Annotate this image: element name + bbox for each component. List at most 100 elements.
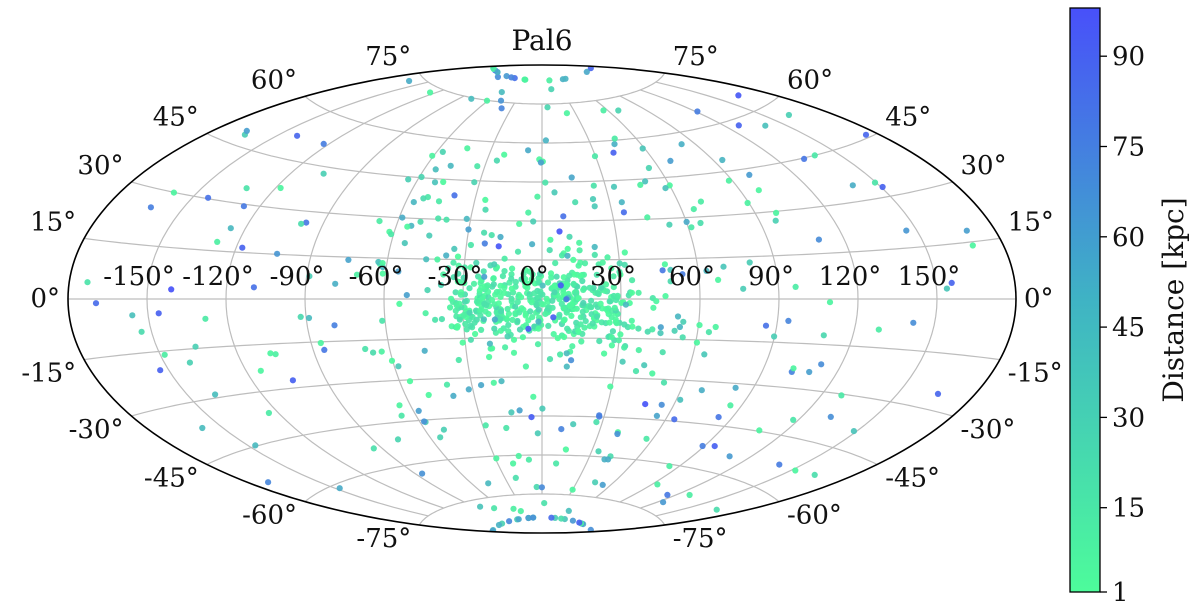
data-point bbox=[518, 305, 525, 312]
latitude-tick-label-left: -15° bbox=[21, 359, 76, 389]
data-point bbox=[697, 198, 705, 205]
data-point bbox=[508, 271, 515, 278]
data-point bbox=[486, 353, 493, 361]
data-point bbox=[563, 309, 570, 316]
data-point bbox=[658, 401, 665, 408]
colorbar-tick-label: 30 bbox=[1112, 403, 1145, 433]
data-point bbox=[564, 252, 571, 259]
data-point bbox=[424, 287, 431, 294]
longitude-tick-labels: -150° -120° -90° -60° -30° 0° 30° 60° 90° 120° 150… bbox=[103, 262, 960, 292]
data-point bbox=[577, 321, 584, 328]
data-point bbox=[498, 89, 505, 96]
data-point bbox=[379, 260, 386, 267]
data-point bbox=[726, 453, 733, 460]
latitude-tick-label-right: 60° bbox=[787, 65, 833, 95]
data-point bbox=[528, 414, 535, 421]
data-point bbox=[871, 179, 879, 186]
data-point bbox=[497, 308, 504, 315]
data-point bbox=[629, 323, 636, 330]
data-point bbox=[463, 215, 470, 222]
data-point bbox=[473, 298, 481, 305]
data-point bbox=[578, 338, 585, 345]
grid-parallel bbox=[418, 72, 666, 105]
data-point bbox=[494, 69, 501, 76]
data-point bbox=[512, 303, 519, 310]
latitude-tick-label-left: -75° bbox=[356, 524, 411, 554]
data-point bbox=[455, 270, 462, 277]
data-point bbox=[591, 153, 599, 160]
data-point bbox=[537, 159, 545, 166]
data-point bbox=[740, 285, 747, 292]
data-point bbox=[565, 507, 572, 514]
data-point bbox=[456, 316, 463, 323]
data-point bbox=[157, 367, 164, 374]
data-point bbox=[483, 302, 490, 309]
data-point bbox=[420, 195, 427, 202]
data-point bbox=[547, 236, 554, 243]
data-point bbox=[480, 316, 487, 323]
grid-parallel bbox=[418, 493, 666, 526]
data-point bbox=[566, 302, 574, 310]
grid-meridian bbox=[304, 95, 465, 503]
data-point bbox=[615, 337, 623, 344]
data-point bbox=[601, 350, 608, 357]
data-point bbox=[538, 484, 546, 491]
data-point bbox=[570, 280, 577, 287]
data-point bbox=[497, 315, 504, 323]
data-point bbox=[586, 284, 593, 291]
data-point bbox=[790, 365, 797, 372]
data-point bbox=[214, 238, 221, 245]
latitude-tick-label-right: -75° bbox=[673, 524, 728, 554]
data-point bbox=[454, 278, 461, 285]
colorbar-tick-label: 60 bbox=[1112, 223, 1145, 253]
data-point bbox=[212, 391, 219, 398]
data-point bbox=[671, 416, 678, 423]
data-point bbox=[546, 356, 554, 363]
longitude-tick-label: 60° bbox=[669, 262, 715, 292]
data-point bbox=[547, 270, 555, 277]
data-point bbox=[644, 214, 651, 221]
data-point bbox=[432, 316, 439, 323]
data-point bbox=[568, 174, 575, 181]
data-point bbox=[539, 282, 546, 289]
grid-meridian bbox=[595, 100, 701, 498]
data-point bbox=[680, 318, 687, 325]
data-point bbox=[477, 503, 484, 510]
data-point bbox=[451, 245, 458, 252]
data-point bbox=[488, 232, 495, 239]
data-point bbox=[548, 514, 555, 521]
data-point bbox=[720, 263, 727, 270]
data-point bbox=[612, 316, 619, 323]
data-point bbox=[465, 226, 472, 233]
data-point bbox=[202, 315, 209, 322]
data-point bbox=[443, 252, 450, 259]
colorbar-tick-label: 15 bbox=[1112, 494, 1145, 524]
data-point bbox=[693, 339, 701, 346]
data-point bbox=[542, 179, 549, 186]
data-point bbox=[575, 295, 582, 302]
data-point bbox=[525, 514, 532, 522]
data-point bbox=[398, 412, 405, 419]
data-point bbox=[155, 310, 162, 317]
data-point bbox=[138, 328, 145, 335]
data-point bbox=[517, 508, 524, 515]
data-point bbox=[580, 286, 587, 293]
data-point bbox=[602, 281, 610, 288]
data-point bbox=[667, 266, 674, 273]
latitude-tick-label-left: 15° bbox=[30, 207, 76, 237]
data-point bbox=[502, 344, 509, 351]
data-point bbox=[674, 313, 682, 320]
data-point bbox=[611, 141, 618, 148]
data-point bbox=[472, 330, 479, 338]
data-point bbox=[545, 322, 552, 329]
data-point bbox=[482, 422, 489, 429]
data-point bbox=[504, 305, 511, 313]
data-point bbox=[336, 485, 343, 492]
data-point bbox=[461, 279, 468, 287]
data-point bbox=[534, 193, 541, 200]
data-point bbox=[654, 481, 661, 488]
data-point bbox=[610, 284, 617, 291]
data-point bbox=[450, 274, 457, 281]
data-point bbox=[688, 224, 695, 231]
data-point bbox=[934, 390, 942, 397]
